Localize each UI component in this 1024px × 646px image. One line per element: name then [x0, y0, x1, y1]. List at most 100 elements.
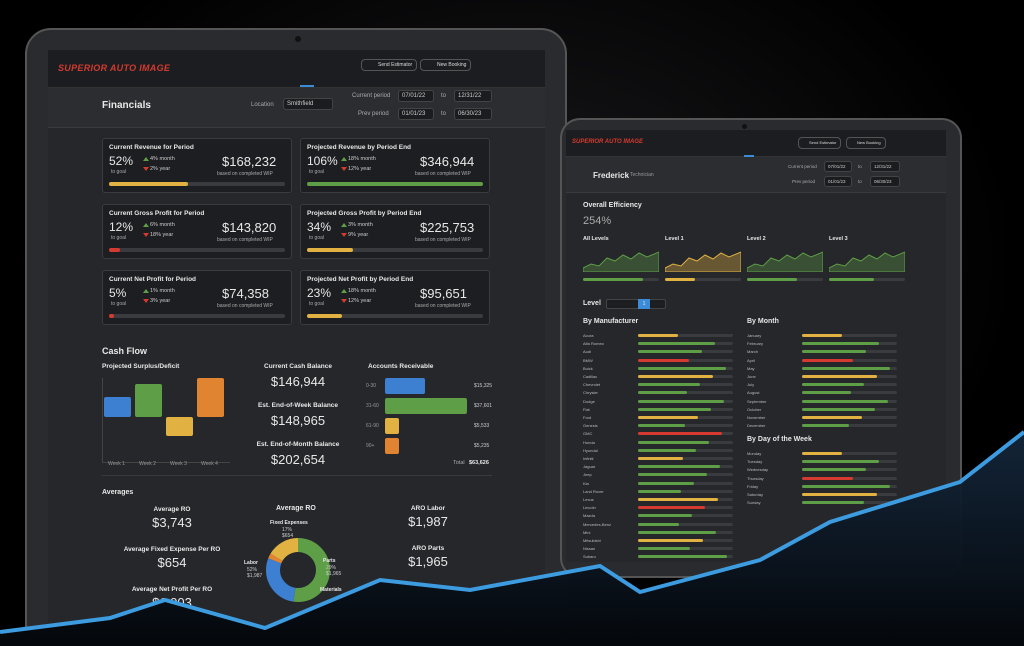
card-amount: $74,358 [222, 286, 269, 301]
tech-name: Frederick [593, 171, 630, 180]
day-title: By Day of the Week [747, 436, 812, 443]
aro-label: ARO Labor [410, 505, 446, 512]
prev-to[interactable]: 06/30/23 [870, 176, 900, 187]
donut-label: Materials [320, 587, 342, 593]
current-period-label: Current period [788, 164, 817, 169]
day-name: Wednesday [747, 467, 769, 473]
level-progress-fill [829, 278, 874, 281]
row-bar [638, 366, 726, 370]
card-percent: 5% [109, 286, 127, 300]
donut-value: $1,965 [326, 571, 342, 577]
location-select[interactable]: Smithfield [283, 98, 333, 110]
week-label: Week 3 [170, 461, 187, 467]
day-name: Saturday [747, 492, 764, 497]
row-bar [638, 399, 724, 403]
send-estimator-button[interactable]: Send Estimator [361, 59, 418, 71]
progress-fill [307, 314, 343, 318]
manufacturer-name: Audi [583, 349, 592, 355]
row-bar [638, 342, 715, 346]
week-label: Week 2 [139, 461, 156, 467]
average-label: Average RO [153, 506, 191, 513]
current-to[interactable]: 12/31/22 [454, 90, 492, 102]
trend-line [0, 430, 1024, 634]
donut-percent: 17% [282, 527, 293, 533]
row-bar [638, 457, 683, 460]
camera [742, 124, 747, 129]
card-down-arrow [143, 233, 149, 237]
manufacturer-name: Chevrolet [583, 382, 601, 388]
send-estimator-button[interactable]: Send Estimator [798, 137, 842, 149]
manufacturer-name: Lincoln [583, 505, 596, 511]
brand: SUPERIOR AUTO IMAGE [572, 139, 644, 145]
card-goal: to goal [111, 301, 127, 307]
to-label: to [441, 111, 447, 117]
manufacturer-name: Cadillac [583, 374, 598, 379]
manufacturer-name: Ford [583, 415, 592, 420]
level-page[interactable]: 1 [638, 299, 650, 309]
camera [295, 36, 301, 42]
card-percent: 23% [307, 286, 332, 300]
location-label: Location [251, 102, 274, 108]
day-name: Friday [747, 483, 759, 489]
donut-label: Labor [244, 560, 258, 566]
row-bar [638, 539, 703, 542]
average-label: Average Fixed Expense Per RO [123, 546, 221, 553]
month-name: June [747, 374, 756, 379]
prev-from[interactable]: 01/01/23 [398, 108, 434, 120]
row-bar [802, 416, 862, 419]
month-name: December [747, 423, 766, 429]
card-year: 12% year [348, 166, 372, 172]
card-year: 12% year [348, 298, 372, 304]
current-to[interactable]: 12/31/22 [870, 161, 900, 172]
manufacturer-name: Jeep [583, 472, 592, 478]
manufacturer-name: Fiat [583, 406, 590, 412]
manufacturer-name: GMC [583, 431, 593, 437]
row-bar [638, 530, 716, 534]
day-name: Sunday [747, 500, 761, 506]
prev-to[interactable]: 06/30/23 [454, 108, 492, 120]
donut-label: Parts [323, 558, 336, 564]
active-tab [744, 155, 754, 157]
card-goal: to goal [111, 235, 127, 241]
receivable-bar [385, 438, 399, 454]
receivable-label: 61-90 [366, 423, 379, 429]
month-name: July [747, 382, 755, 388]
progress-fill [307, 182, 483, 186]
aro-label: ARO Parts [411, 545, 445, 552]
progress-fill [109, 182, 189, 186]
row-bar [638, 522, 679, 526]
card-note: based on completed WIP [415, 303, 471, 309]
level-title: All Levels [583, 236, 609, 242]
current-from[interactable]: 07/01/22 [398, 90, 434, 102]
current-from[interactable]: 07/01/22 [824, 161, 852, 172]
card-month: 1% month [150, 288, 175, 294]
card-note: based on completed WIP [415, 171, 471, 177]
receivable-value: $37,601 [474, 403, 493, 409]
donut-value: $1,987 [247, 573, 263, 579]
new-booking-button[interactable]: New Booking [846, 137, 886, 149]
row-bar [802, 350, 866, 354]
average-value: $3,743 [152, 515, 192, 530]
new-booking-button[interactable]: New Booking [420, 59, 472, 71]
month-name: October [747, 406, 762, 412]
row-track [802, 424, 897, 428]
row-track [638, 489, 733, 493]
card-title: Current Net Profit for Period [109, 276, 197, 283]
manufacturer-name: Honda [583, 439, 595, 445]
card-month: 3% month [348, 222, 373, 228]
prev-from[interactable]: 01/01/23 [824, 176, 852, 187]
receivable-bar [385, 418, 399, 434]
card-up-arrow [143, 223, 149, 227]
row-track [802, 334, 897, 337]
page-title: Financials [102, 100, 151, 111]
manufacturer-name: Lexus [583, 497, 594, 502]
row-bar [638, 407, 711, 411]
row-bar [802, 484, 890, 488]
card-amount: $143,820 [222, 220, 277, 235]
row-bar [802, 399, 888, 403]
card-note: based on completed WIP [217, 171, 273, 177]
day-name: Thursday [747, 475, 764, 481]
card-amount: $95,651 [420, 286, 467, 301]
